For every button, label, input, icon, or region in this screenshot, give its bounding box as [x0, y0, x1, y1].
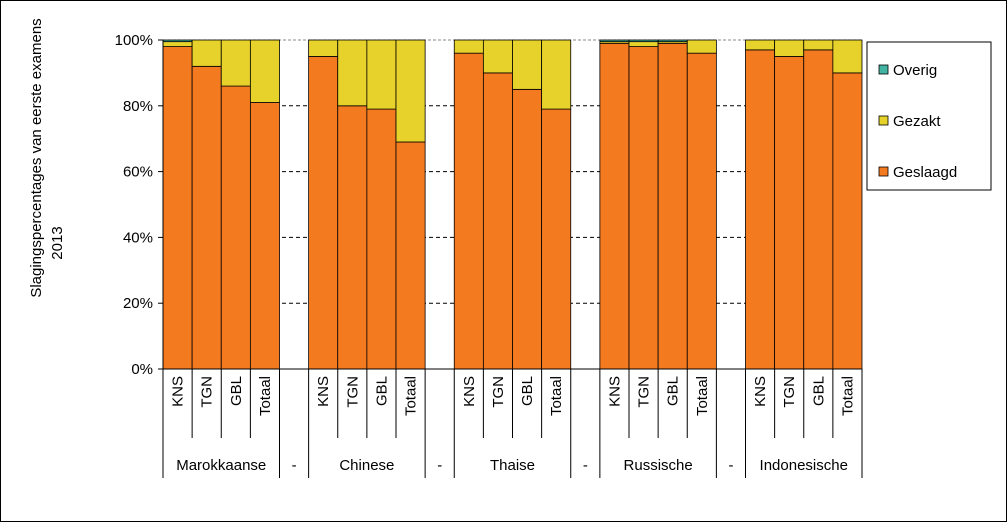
bar-gezakt: [832, 39, 863, 74]
bar-geslaagd: [541, 108, 572, 370]
bar-gezakt: [686, 39, 717, 54]
bar-geslaagd: [249, 102, 280, 370]
x-tick-label: KNS: [752, 376, 769, 407]
y-tick-label: 100%: [115, 32, 153, 49]
plot-area: [162, 39, 863, 370]
y-tick-label: 0%: [131, 361, 153, 378]
x-tick-label: Totaal: [839, 376, 856, 416]
group-label: Marokkaanse: [176, 457, 266, 474]
group-separator-label: -: [292, 457, 297, 474]
bar-geslaagd: [453, 52, 484, 370]
bar-geslaagd: [745, 49, 776, 370]
bar-geslaagd: [832, 72, 863, 370]
x-tick-label: TGN: [199, 376, 216, 408]
legend-swatch-overig: [878, 64, 889, 75]
axes: 0% 20% 40% 60% 80% 100% Marokkaanse - Chinese - Th…: [115, 32, 863, 478]
bar-geslaagd: [337, 105, 368, 370]
legend: Overig Gezakt Geslaagd: [866, 41, 992, 191]
y-tick-label: 80%: [123, 98, 153, 115]
x-tick-label: TGN: [490, 376, 507, 408]
bar-geslaagd: [162, 46, 193, 370]
group-separator-label: -: [437, 457, 442, 474]
bar-geslaagd: [366, 108, 397, 370]
legend-swatch-geslaagd: [878, 166, 889, 177]
bar-gezakt: [220, 39, 251, 87]
bar-geslaagd: [395, 141, 426, 370]
bar-gezakt: [774, 39, 805, 57]
group-separator-label: -: [583, 457, 588, 474]
bar-geslaagd: [599, 42, 630, 370]
x-tick-label: GBL: [665, 376, 682, 406]
y-tick-label: 20%: [123, 295, 153, 312]
bar-gezakt: [628, 41, 659, 47]
bar-overig: [599, 39, 630, 43]
x-tick-label: KNS: [606, 376, 623, 407]
group-label: Russische: [624, 457, 693, 474]
bar-gezakt: [308, 39, 339, 57]
y-axis-label-line-2: 2013: [49, 226, 66, 259]
legend-label: Overig: [893, 62, 937, 79]
bar-overig: [657, 39, 688, 43]
bar-gezakt: [453, 39, 484, 54]
group-label: Indonesische: [760, 457, 848, 474]
bar-geslaagd: [803, 49, 834, 370]
bar-gezakt: [366, 39, 397, 110]
x-tick-label: TGN: [344, 376, 361, 408]
bar-geslaagd: [774, 56, 805, 370]
bar-geslaagd: [628, 46, 659, 370]
bar-geslaagd: [657, 42, 688, 370]
legend-label: Gezakt: [893, 113, 941, 130]
bar-overig: [162, 39, 193, 43]
bar-geslaagd: [686, 52, 717, 370]
y-tick-label: 60%: [123, 164, 153, 181]
legend-swatch-gezakt: [878, 115, 889, 126]
bar-gezakt: [803, 39, 834, 51]
bar-geslaagd: [220, 85, 251, 370]
legend-label: Geslaagd: [893, 164, 957, 181]
bar-gezakt: [191, 39, 222, 67]
bar-overig: [628, 39, 659, 43]
bar-gezakt: [249, 39, 280, 103]
bar-gezakt: [482, 39, 513, 74]
group-separator-label: -: [728, 457, 733, 474]
x-tick-label: GBL: [810, 376, 827, 406]
x-tick-label: KNS: [315, 376, 332, 407]
bar-gezakt: [512, 39, 543, 90]
x-tick-label: Totaal: [403, 376, 420, 416]
group-label: Chinese: [339, 457, 394, 474]
bar-gezakt: [541, 39, 572, 110]
group-label: Thaise: [490, 457, 535, 474]
x-tick-label: KNS: [170, 376, 187, 407]
x-tick-label: Totaal: [694, 376, 711, 416]
x-tick-label: Totaal: [548, 376, 565, 416]
bar-geslaagd: [191, 65, 222, 370]
bar-geslaagd: [482, 72, 513, 370]
x-tick-label: TGN: [636, 376, 653, 408]
bar-gezakt: [337, 39, 368, 107]
x-tick-label: Totaal: [257, 376, 274, 416]
bar-gezakt: [162, 41, 193, 47]
x-tick-label: GBL: [373, 376, 390, 406]
bar-gezakt: [395, 39, 426, 143]
x-tick-label: GBL: [228, 376, 245, 406]
x-tick-label: TGN: [781, 376, 798, 408]
y-axis-label-line-1: Slagingspercentages van eerste examens: [28, 18, 45, 297]
x-tick-label: GBL: [519, 376, 536, 406]
y-tick-label: 40%: [123, 229, 153, 246]
x-tick-label: KNS: [461, 376, 478, 407]
bar-geslaagd: [308, 56, 339, 370]
bar-gezakt: [745, 39, 776, 51]
bar-geslaagd: [512, 88, 543, 370]
